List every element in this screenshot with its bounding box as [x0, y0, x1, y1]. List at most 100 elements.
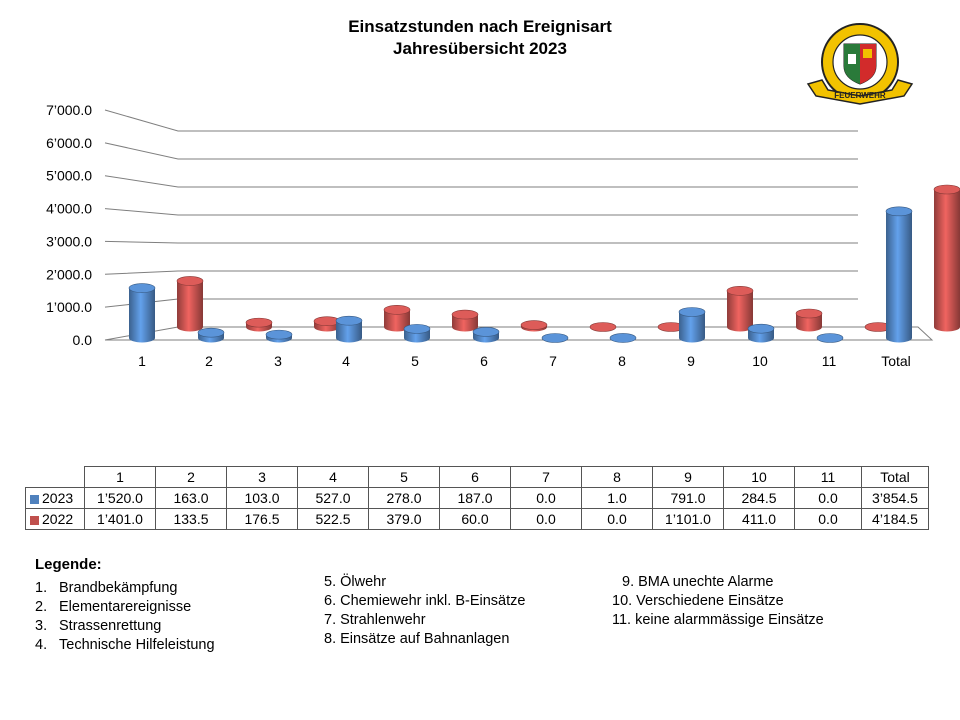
data-table-cell: 0.0: [510, 487, 582, 509]
data-table-cell: 187.0: [439, 487, 511, 509]
x-axis-ticks: 1 2 3 4 5 6 7 8 9 10 11 Total: [138, 353, 911, 369]
data-table-cell: 3’854.5: [861, 487, 929, 509]
bar-2022-1-top: [176, 276, 204, 286]
bar-2023-7: [541, 333, 569, 343]
bar-2023-3-top: [265, 329, 293, 340]
x-tick-label: 6: [480, 353, 488, 369]
y-axis-ticks: 0.0 1’000.0 2’000.0 3’000.0 4’000.0 5’000.0 6’…: [46, 102, 92, 348]
bar-2023-2-top: [197, 327, 225, 338]
series-2023-name: 2023: [42, 490, 74, 506]
data-table-header-cell: 4: [297, 466, 369, 488]
legend-item: 7. Strahlenwehr: [324, 612, 426, 628]
legend-item-label: Einsätze auf Bahnanlagen: [340, 631, 510, 647]
bar-2023-1: [128, 283, 156, 343]
chart-grid: [104, 109, 858, 308]
x-tick-label: 2: [205, 353, 213, 369]
data-table-cell: 60.0: [439, 508, 511, 530]
data-table-cell: 1’101.0: [652, 508, 724, 530]
bar-2023-Total-body: [886, 211, 912, 343]
x-tick-label: 10: [752, 353, 768, 369]
data-table-cell: 0.0: [794, 508, 862, 530]
data-table-cell: 379.0: [368, 508, 440, 530]
series-2022-name: 2022: [42, 511, 74, 527]
bar-2022-6: [520, 320, 548, 332]
bar-2023-5: [403, 324, 431, 343]
legend-item-label: Strassenrettung: [59, 618, 162, 634]
bar-2023-5-top: [403, 324, 431, 334]
bar-2023-8-top: [609, 333, 637, 343]
data-table-header-cell: 7: [510, 466, 582, 488]
gridline: [104, 240, 858, 244]
legend-item-number: 1.: [35, 580, 48, 596]
chart-title: Einsatzstunden nach Ereignisart Jahresüb…: [0, 16, 960, 60]
bar-2022-5: [451, 309, 479, 332]
bar-2023-7-top: [541, 333, 569, 343]
legend-item: 10. Verschiedene Einsätze: [612, 593, 784, 609]
data-table-cell: 527.0: [297, 487, 369, 509]
legend-title: Legende:: [35, 556, 102, 573]
y-tick-label: 1’000.0: [46, 299, 92, 315]
logo-banner-text: FEUERWEHR: [834, 91, 886, 100]
gridline: [104, 208, 858, 216]
data-table-cell: 4’184.5: [861, 508, 929, 530]
legend-item-number: 4.: [35, 637, 48, 653]
bar-2023-4-top: [335, 315, 363, 326]
x-tick-label: 5: [411, 353, 419, 369]
data-table-cell: 1’401.0: [84, 508, 156, 530]
x-tick-label: 11: [822, 353, 837, 369]
data-table-header-cell: 1: [84, 466, 156, 488]
bar-2022-2: [245, 317, 273, 332]
y-tick-label: 7’000.0: [46, 102, 92, 118]
bar-2023-Total-top: [885, 206, 913, 217]
bar-2022-5-top: [451, 309, 479, 320]
chart-title-line1: Einsatzstunden nach Ereignisart: [348, 17, 612, 36]
bar-2022-Total-body: [934, 189, 960, 332]
bar-2023-9-body: [679, 312, 705, 343]
bar-2023-1-top: [128, 283, 156, 293]
bar-2023-2: [197, 327, 225, 343]
chart-title-line2: Jahresübersicht 2023: [393, 39, 567, 58]
bar-2022-6-top: [520, 320, 548, 330]
x-tick-label: 4: [342, 353, 350, 369]
data-table-cell: 1’520.0: [84, 487, 156, 509]
data-table: 1 2 3 4 5 6 7 8 9 10 11 Total 2023 1’520.0 163.0 103.…: [25, 466, 929, 530]
legend-item-number: 6.: [324, 593, 337, 609]
legend-item-label: keine alarmmässige Einsätze: [635, 612, 824, 628]
gridline: [104, 109, 858, 132]
legend-item: 9. BMA unechte Alarme: [622, 574, 774, 590]
bar-2023-9-top: [678, 307, 706, 317]
legend-item-number: 2.: [35, 599, 48, 615]
fire-brigade-logo: FEUERWEHR: [806, 23, 914, 105]
chart-area: 0.0 1’000.0 2’000.0 3’000.0 4’000.0 5’000.0 6’…: [46, 102, 960, 369]
bar-2022-10-top: [795, 308, 823, 319]
bar-2023-11: [816, 333, 844, 343]
data-table-header-cell: 5: [368, 466, 440, 488]
legend-item: 4. Technische Hilfeleistung: [35, 637, 215, 653]
data-table-cell: 522.5: [297, 508, 369, 530]
bar-2022-4-body: [384, 309, 410, 332]
legend-item: 5. Ölwehr: [324, 574, 386, 590]
bar-2022-7: [589, 322, 617, 332]
legend-item-label: BMA unechte Alarme: [638, 574, 774, 590]
legend-item-label: Strahlenwehr: [340, 612, 426, 628]
data-table-cell: 284.5: [723, 487, 795, 509]
bar-2022-8: [657, 322, 685, 332]
legend-item: 2. Elementarereignisse: [35, 599, 191, 615]
y-tick-label: 4’000.0: [46, 201, 92, 217]
legend-item: 1. Brandbekämpfung: [35, 580, 178, 596]
x-tick-label: 8: [618, 353, 626, 369]
bar-2023-10-top: [747, 323, 775, 334]
legend-item-number: 7.: [324, 612, 337, 628]
bar-2022-11: [864, 322, 892, 332]
gridline: [104, 142, 858, 160]
bar-2023-8: [609, 333, 637, 343]
legend-item-number: 9.: [622, 574, 635, 590]
legend-item-number: 11.: [612, 612, 632, 628]
bar-2022-9-top: [726, 286, 754, 296]
data-table-cell: 0.0: [581, 508, 653, 530]
bar-2023-9: [678, 307, 706, 343]
data-table-cell: 176.5: [226, 508, 298, 530]
bar-2023-Total: [885, 206, 913, 343]
data-table-series-label: 2022: [25, 508, 85, 530]
legend-item-label: Brandbekämpfung: [59, 580, 178, 596]
